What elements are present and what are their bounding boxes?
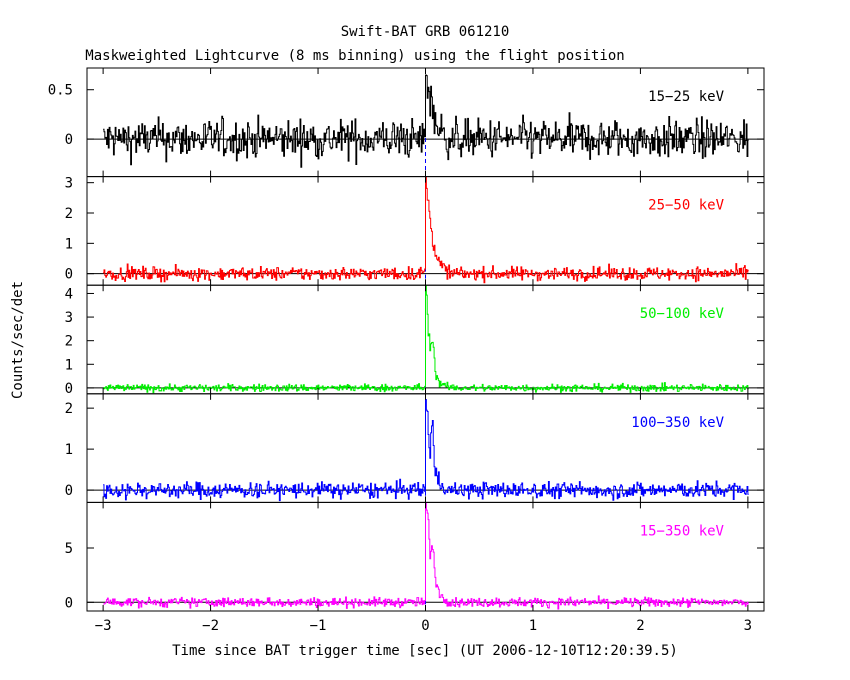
panel-4: 0 1 2 100−350 keV <box>65 393 765 503</box>
x-axis: −3 −2 −1 0 1 2 3 <box>95 618 752 634</box>
y-tick-label: 0.5 <box>48 83 73 99</box>
panel-5: 0 5 15−350 keV <box>65 501 765 612</box>
panel-2: 0 1 2 3 25−50 keV <box>65 176 765 286</box>
y-tick-label: 0 <box>65 483 73 499</box>
y-tick-label: 5 <box>65 541 73 557</box>
panel-3: 0 1 2 3 4 50−100 keV <box>65 284 765 397</box>
band-label: 25−50 keV <box>648 198 724 214</box>
panel-1: 0 0.5 15−25 keV <box>48 67 765 178</box>
x-tick-label: 0 <box>421 618 429 634</box>
x-tick-label: −3 <box>95 618 112 634</box>
y-tick-label: 0 <box>65 595 73 611</box>
x-tick-label: 2 <box>636 618 644 634</box>
y-tick-label: 3 <box>65 310 73 326</box>
panels-group: 0 0.5 15−25 keV 0 1 2 3 25−50 keV 0 1 2 3 4 50−100 ke… <box>48 67 765 612</box>
y-tick-label: 1 <box>65 357 73 373</box>
series-line <box>103 176 749 284</box>
x-axis-label: Time since BAT trigger time [sec] (UT 20… <box>172 643 678 659</box>
y-tick-label: 0 <box>65 132 73 148</box>
y-tick-label: 4 <box>65 286 73 302</box>
y-tick-label: 0 <box>65 267 73 283</box>
x-tick-label: 3 <box>744 618 752 634</box>
y-tick-label: 2 <box>65 206 73 222</box>
x-tick-label: −1 <box>310 618 327 634</box>
band-label: 100−350 keV <box>631 415 724 431</box>
y-tick-label: 2 <box>65 401 73 417</box>
y-axis-label: Counts/sec/det <box>10 281 26 399</box>
y-tick-label: 1 <box>65 236 73 252</box>
band-label: 50−100 keV <box>640 306 725 322</box>
x-tick-label: −2 <box>202 618 219 634</box>
series-line <box>103 285 749 394</box>
series-line <box>103 399 749 502</box>
chart-subtitle: Maskweighted Lightcurve (8 ms binning) u… <box>85 48 624 64</box>
y-tick-label: 1 <box>65 442 73 458</box>
y-tick-label: 0 <box>65 381 73 397</box>
chart-title: Swift-BAT GRB 061210 <box>341 24 510 40</box>
y-tick-label: 2 <box>65 334 73 350</box>
series-line <box>103 502 749 610</box>
series-line <box>103 74 749 168</box>
band-label: 15−25 keV <box>648 89 724 105</box>
band-label: 15−350 keV <box>640 523 725 539</box>
y-tick-label: 3 <box>65 176 73 192</box>
x-tick-label: 1 <box>529 618 537 634</box>
